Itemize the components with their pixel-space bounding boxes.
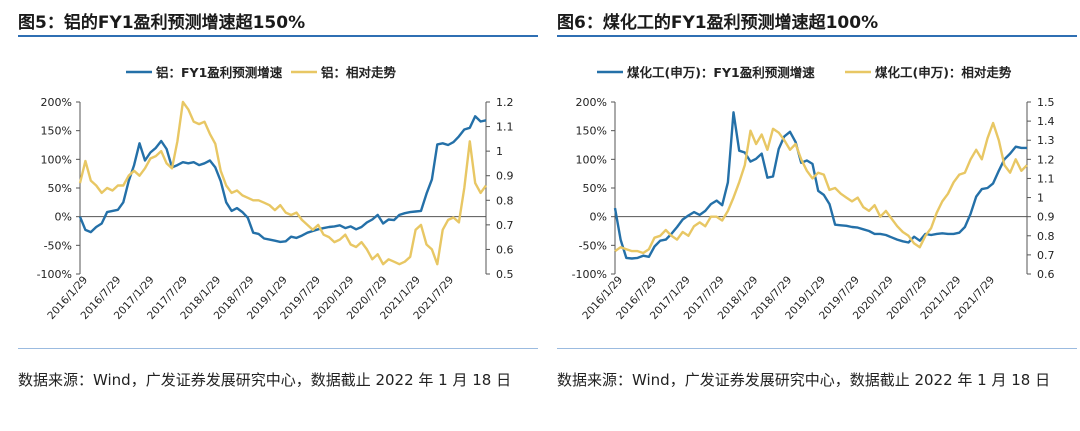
data-source-note: 数据来源：Wind，广发证券发展研究中心，数据截止 2022 年 1 月 18 … [18,371,512,389]
legend-label: 煤化工(申万)：FY1盈利预测增速 [627,65,815,80]
left-tick-label: -50% [44,239,72,252]
legend-label: 煤化工(申万)：相对走势 [875,65,1012,80]
figure-title: 图5：铝的FY1盈利预测增速超150% [18,13,306,33]
right-tick-label: 0.8 [496,194,514,207]
left-tick-label: -100% [37,268,72,281]
right-tick-label: 0.8 [1037,230,1055,243]
left-tick-label: -100% [572,268,607,281]
right-tick-label: 1.1 [1037,172,1055,185]
left-tick-label: 0% [55,211,72,224]
right-tick-label: 1 [1037,192,1044,205]
right-tick-label: 1 [496,145,503,158]
series-line-growth [613,111,1027,260]
right-tick-label: 1.1 [496,121,514,134]
right-tick-label: 1.3 [1037,134,1055,147]
left-tick-label: 0% [590,211,607,224]
right-tick-label: 0.9 [1037,211,1055,224]
legend-label: 铝：相对走势 [321,65,397,80]
left-tick-label: -50% [579,239,607,252]
left-tick-label: 50% [48,182,72,195]
right-tick-label: 0.6 [496,243,514,256]
series-line-growth [78,115,487,244]
figure-panel-aluminum: 图5：铝的FY1盈利预测增速超150% 200% 150% 100% 50% 0% -50… [18,0,538,431]
right-tick-label: 1.5 [1037,96,1055,109]
series-line-relative [78,100,487,266]
figure-title: 图6：煤化工的FY1盈利预测增速超100% [557,13,879,33]
footer-divider [557,348,1077,349]
footer-divider [18,348,538,349]
title-divider [557,35,1077,37]
figure-panel-coal-chemical: 图6：煤化工的FY1盈利预测增速超100% 200% 150% 100% 50% 0% -… [557,0,1077,431]
right-tick-label: 0.9 [496,170,514,183]
right-tick-label: 0.7 [1037,249,1055,262]
legend-label: 铝：FY1盈利预测增速 [156,65,283,80]
left-tick-label: 200% [576,96,607,109]
left-tick-label: 150% [576,125,607,138]
right-tick-label: 1.4 [1037,115,1055,128]
right-tick-label: 0.6 [1037,268,1055,281]
right-tick-label: 1.2 [496,96,514,109]
series-line-relative [614,121,1028,255]
left-tick-label: 100% [576,153,607,166]
left-tick-label: 50% [583,182,607,195]
title-divider [18,35,538,37]
data-source-note: 数据来源：Wind，广发证券发展研究中心，数据截止 2022 年 1 月 18 … [557,371,1051,389]
coal-chemical-line-chart: 200% 150% 100% 50% 0% -50% -100% 1.5 1.4 1.3 1.2 1.… [572,65,1055,322]
right-tick-label: 0.5 [496,268,514,281]
right-tick-label: 1.2 [1037,153,1055,166]
left-tick-label: 200% [41,96,72,109]
right-tick-label: 0.7 [496,219,514,232]
left-tick-label: 150% [41,125,72,138]
left-tick-label: 100% [41,153,72,166]
aluminum-line-chart: 200% 150% 100% 50% 0% -50% -100% 1.2 1.1 1 0.9 0.8 0… [37,65,514,322]
